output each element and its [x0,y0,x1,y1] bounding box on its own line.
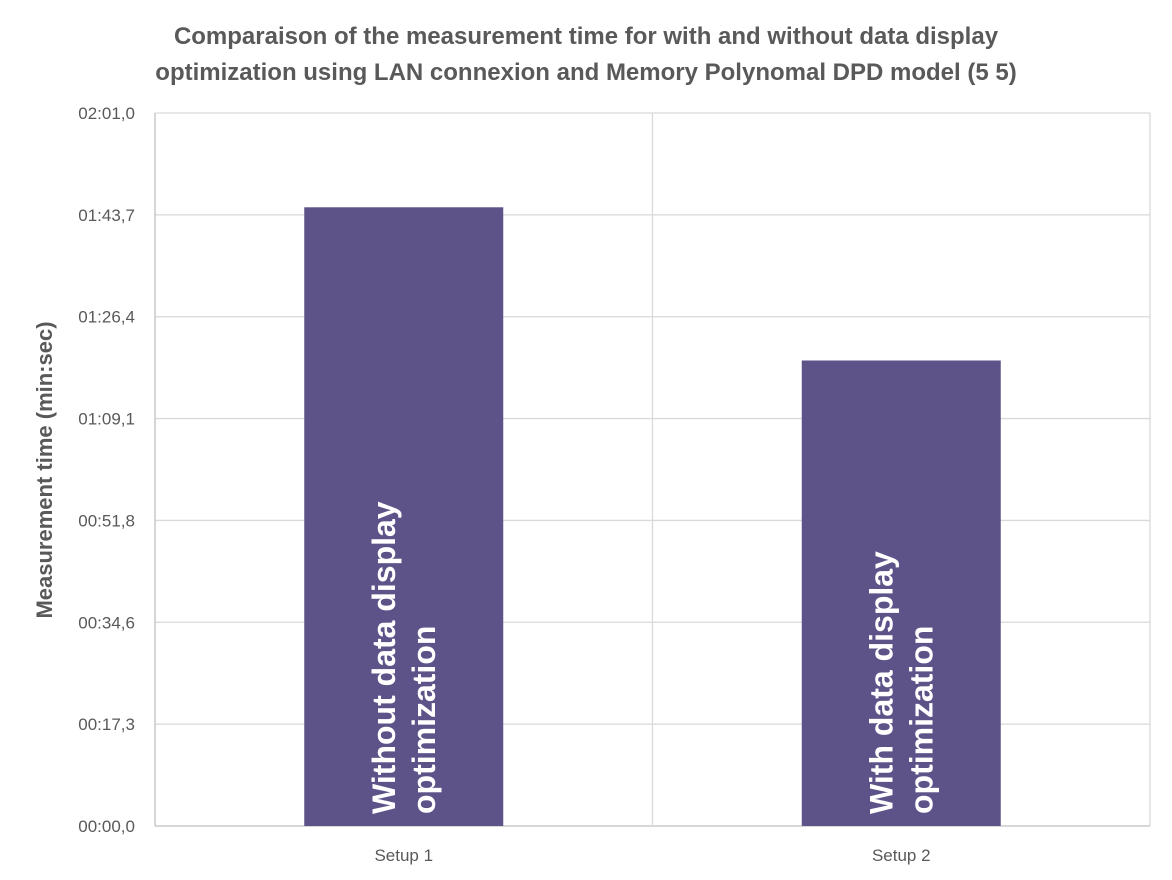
chart-title-line-1: Comparaison of the measurement time for … [174,23,999,50]
bars: Without data display optimization With dat… [304,207,1001,826]
x-tick-label: Setup 1 [374,846,433,865]
x-tick-label: Setup 2 [872,846,931,865]
y-tick-labels: 00:00,0 00:17,3 00:34,6 00:51,8 01:09,1 01:26… [78,104,135,836]
x-tick-labels: Setup 1 Setup 2 [374,846,930,865]
bar-data-label-line: optimization [903,626,939,814]
y-tick-label: 00:51,8 [78,511,135,530]
y-tick-label: 02:01,0 [78,104,135,123]
bar [801,360,1001,826]
y-axis-label: Measurement time (min:sec) [32,321,57,618]
bar [304,207,504,826]
y-tick-label: 01:09,1 [78,410,135,429]
y-tick-label: 00:17,3 [78,715,135,734]
bar-data-label-line: With data display [863,551,899,814]
bar-data-label-line: optimization [406,626,442,814]
y-tick-label: 01:43,7 [78,206,135,225]
y-tick-label: 00:34,6 [78,613,135,632]
bar-data-label-line: Without data display [366,501,402,814]
bar-data-label: Without data display optimization [366,501,442,814]
chart-title-line-2: optimization using LAN connexion and Mem… [155,59,1016,86]
y-tick-label: 00:00,0 [78,817,135,836]
bar-data-label: With data display optimization [863,551,939,814]
y-tick-label: 01:26,4 [78,308,135,327]
